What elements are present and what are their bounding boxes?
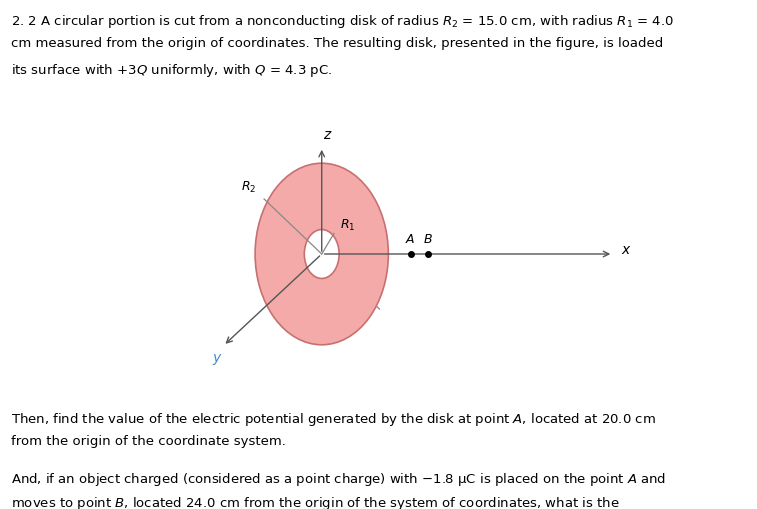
Text: moves to point $B$, located 24.0 cm from the origin of the system of coordinates: moves to point $B$, located 24.0 cm from… xyxy=(11,494,619,509)
Text: $x$: $x$ xyxy=(621,242,632,257)
Text: Then, find the value of the electric potential generated by the disk at point $A: Then, find the value of the electric pot… xyxy=(11,410,656,427)
Text: cm measured from the origin of coordinates. The resulting disk, presented in the: cm measured from the origin of coordinat… xyxy=(11,37,663,50)
Ellipse shape xyxy=(255,164,388,345)
Text: $A$: $A$ xyxy=(405,233,416,246)
Text: $R_1$: $R_1$ xyxy=(340,218,356,233)
Text: from the origin of the coordinate system.: from the origin of the coordinate system… xyxy=(11,434,285,447)
Text: $z$: $z$ xyxy=(323,128,332,142)
Text: its surface with +3$Q$ uniformly, with $Q$ = 4.3 pC.: its surface with +3$Q$ uniformly, with $… xyxy=(11,62,332,78)
Text: $B$: $B$ xyxy=(423,233,433,246)
Text: And, if an object charged (considered as a point charge) with −1.8 μC is placed : And, if an object charged (considered as… xyxy=(11,470,665,487)
Text: $y$: $y$ xyxy=(212,351,223,366)
Ellipse shape xyxy=(304,230,339,279)
Text: 2. 2 A circular portion is cut from a nonconducting disk of radius $R_2$ = 15.0 : 2. 2 A circular portion is cut from a no… xyxy=(11,13,674,30)
Text: $R_2$: $R_2$ xyxy=(241,179,257,194)
